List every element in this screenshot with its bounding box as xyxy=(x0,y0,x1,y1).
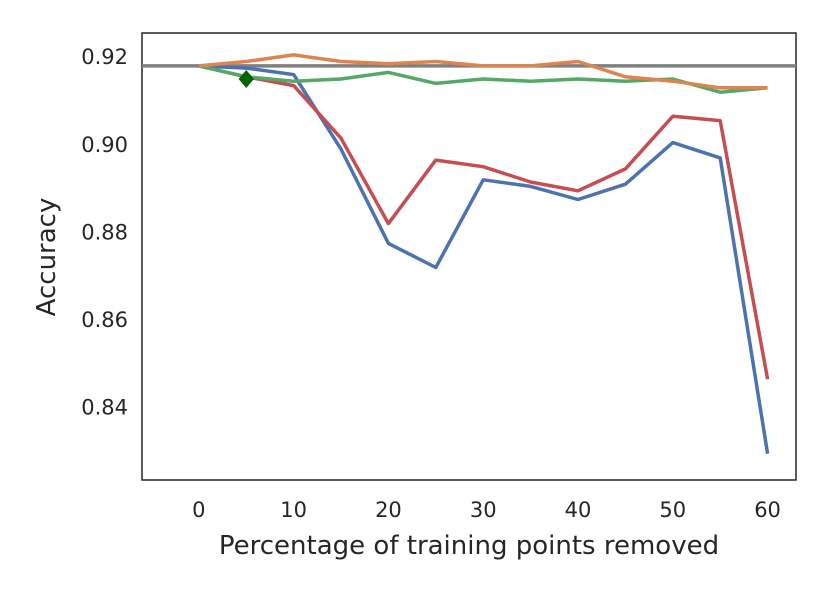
series-line-red xyxy=(198,64,770,380)
x-axis-ticks: 0 10 20 30 40 50 60 xyxy=(192,498,781,522)
x-tick-label: 40 xyxy=(565,498,592,522)
x-tick-label: 20 xyxy=(375,498,402,522)
x-axis-label: Percentage of training points removed xyxy=(219,531,719,561)
x-tick-label: 0 xyxy=(192,498,205,522)
series-lines xyxy=(142,53,796,454)
y-tick-label: 0.84 xyxy=(81,396,128,420)
x-tick-label: 30 xyxy=(470,498,497,522)
y-axis-label: Accuracy xyxy=(32,198,62,317)
y-tick-label: 0.88 xyxy=(81,220,128,244)
y-axis-ticks: 0.84 0.86 0.88 0.90 0.92 xyxy=(81,45,128,420)
series-line-orange xyxy=(198,53,768,90)
x-tick-label: 50 xyxy=(659,498,686,522)
y-tick-label: 0.86 xyxy=(81,308,128,332)
y-tick-label: 0.90 xyxy=(81,133,128,157)
series-line-blue xyxy=(198,64,770,454)
x-tick-label: 60 xyxy=(754,498,781,522)
plot-frame xyxy=(141,32,797,481)
diamond-marker xyxy=(238,70,254,89)
series-line-green xyxy=(198,64,768,94)
y-tick-label: 0.92 xyxy=(81,45,128,69)
x-tick-label: 10 xyxy=(280,498,307,522)
